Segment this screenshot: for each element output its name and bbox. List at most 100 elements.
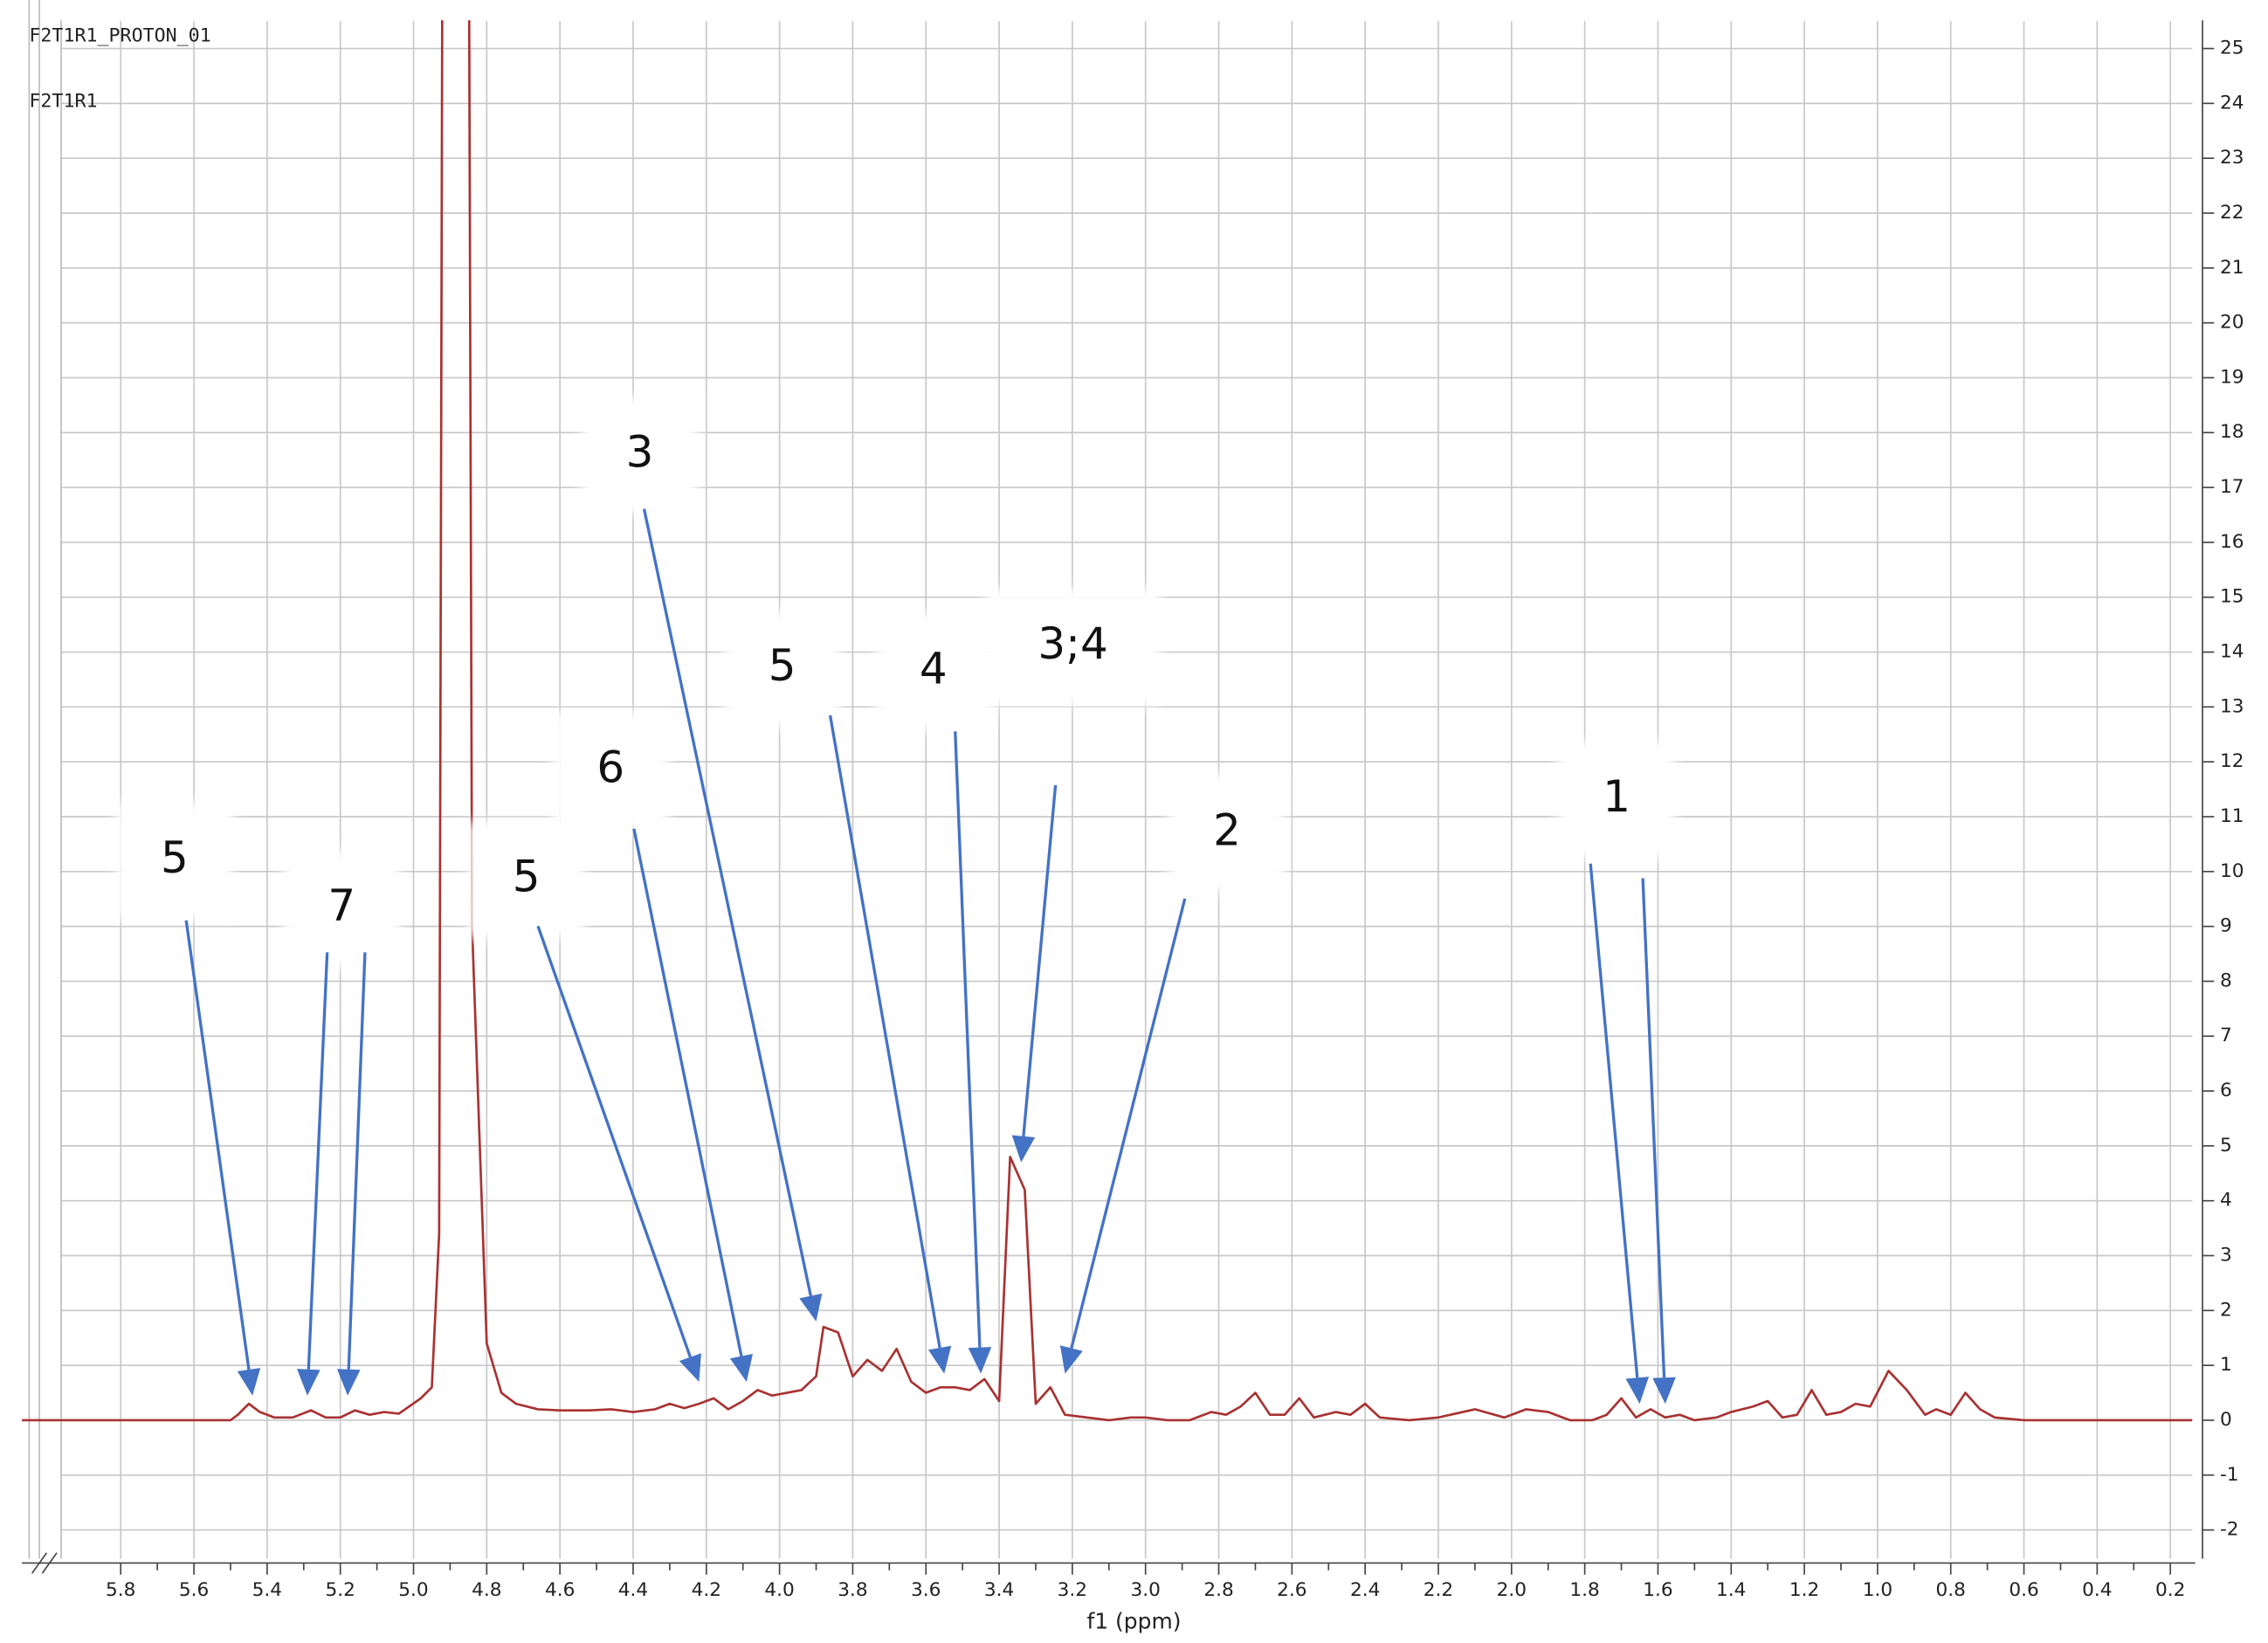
y-tick-label: 4 bbox=[2220, 1190, 2232, 1212]
arrow-shaft bbox=[828, 714, 941, 1349]
arrow-head bbox=[968, 1347, 992, 1374]
annotation-label: 5 bbox=[769, 640, 796, 691]
y-tick-label: 13 bbox=[2220, 695, 2244, 717]
arrow-head bbox=[237, 1368, 261, 1396]
x-tick-label: 4.4 bbox=[618, 1579, 648, 1601]
y-tick-label: 8 bbox=[2220, 970, 2232, 991]
annotation-label: 3;4 bbox=[1037, 618, 1107, 669]
label-box bbox=[1168, 775, 1286, 892]
x-tick-label: 1.0 bbox=[1863, 1579, 1892, 1601]
x-tick-label: 1.8 bbox=[1569, 1579, 1599, 1601]
arrow-shaft bbox=[1589, 863, 1639, 1378]
annotation-layer: 5 7 5 6 3 5 4 3;4 2 1 bbox=[116, 397, 1676, 1405]
y-tick-label: 17 bbox=[2220, 476, 2244, 498]
axis-break bbox=[31, 1552, 48, 1574]
x-tick-label: 0.4 bbox=[2082, 1579, 2112, 1601]
y-tick-label: 25 bbox=[2220, 38, 2244, 59]
y-tick-label: 11 bbox=[2220, 805, 2244, 827]
y-tick-label: 23 bbox=[2220, 147, 2244, 169]
label-box bbox=[1558, 741, 1675, 859]
y-tick-label: 5 bbox=[2220, 1135, 2232, 1156]
y-tick-label: 0 bbox=[2220, 1409, 2232, 1431]
arrow-head bbox=[1059, 1345, 1083, 1374]
x-tick-label: 4.0 bbox=[764, 1579, 794, 1601]
x-tick-label: 3.8 bbox=[838, 1579, 867, 1601]
label-box bbox=[985, 589, 1161, 706]
label-box bbox=[468, 821, 585, 938]
label-box bbox=[283, 850, 400, 967]
arrow-shaft bbox=[1070, 898, 1187, 1349]
x-tick-label: 4.2 bbox=[692, 1579, 721, 1601]
y-tick-label: 9 bbox=[2220, 915, 2232, 937]
arrow-head bbox=[679, 1353, 701, 1382]
y-tick-label: 2 bbox=[2220, 1299, 2232, 1321]
arrow-shaft bbox=[184, 920, 251, 1370]
x-axis-label: f1 (ppm) bbox=[1086, 1609, 1181, 1634]
x-tick-label: 5.4 bbox=[252, 1579, 282, 1601]
arrow-shaft bbox=[642, 508, 812, 1296]
header-title: F2T1R1_PROTON_01 bbox=[29, 25, 210, 47]
y-tick-label: 19 bbox=[2220, 366, 2244, 388]
arrow-head bbox=[927, 1345, 952, 1374]
arrow-head bbox=[1625, 1377, 1650, 1405]
y-tick-label: 15 bbox=[2220, 586, 2244, 608]
x-tick-label: 3.6 bbox=[911, 1579, 941, 1601]
header-subtitle: F2T1R1 bbox=[29, 91, 97, 113]
labels: 5 7 5 6 3 5 4 3;4 2 1 bbox=[161, 427, 1630, 931]
y-tick-label: 22 bbox=[2220, 202, 2244, 224]
x-tick-label: 3.4 bbox=[984, 1579, 1014, 1601]
annotation-label: 3 bbox=[626, 427, 654, 478]
x-tick-label: 5.0 bbox=[398, 1579, 428, 1601]
x-tick-label: 1.4 bbox=[1716, 1579, 1746, 1601]
arrow-head bbox=[729, 1353, 753, 1382]
x-tick-label: 2.8 bbox=[1203, 1579, 1233, 1601]
annotation-label: 6 bbox=[596, 742, 624, 793]
x-tick-label: 4.6 bbox=[545, 1579, 575, 1601]
axis-break bbox=[41, 1552, 58, 1574]
arrow-shaft bbox=[1641, 878, 1666, 1378]
grid bbox=[61, 21, 2193, 1559]
y-tick-label: 24 bbox=[2220, 92, 2244, 114]
arrow-shaft bbox=[632, 828, 743, 1357]
arrow-shaft bbox=[536, 925, 692, 1358]
y-tick-label: 10 bbox=[2220, 860, 2244, 882]
y-tick-label: -1 bbox=[2220, 1464, 2239, 1486]
y-tick-label: 21 bbox=[2220, 257, 2244, 279]
x-tick-label: 5.2 bbox=[325, 1579, 355, 1601]
x-tick-label: 5.8 bbox=[106, 1579, 135, 1601]
x-tick-label: 1.6 bbox=[1643, 1579, 1672, 1601]
arrow-head bbox=[799, 1293, 823, 1322]
y-tick-label: 3 bbox=[2220, 1245, 2232, 1267]
x-tick-label: 4.8 bbox=[472, 1579, 501, 1601]
x-tick-label: 0.2 bbox=[2155, 1579, 2185, 1601]
annotation-label: 7 bbox=[327, 880, 355, 931]
arrows bbox=[184, 508, 1676, 1405]
y-tick-label: 18 bbox=[2220, 421, 2244, 443]
y-tick-label: 16 bbox=[2220, 531, 2244, 553]
curve-layer bbox=[22, 20, 2193, 1422]
y-tick-label: -2 bbox=[2220, 1519, 2239, 1541]
x-tick-label: 2.6 bbox=[1277, 1579, 1306, 1601]
y-tick-label: 20 bbox=[2220, 312, 2244, 334]
y-tick-label: 6 bbox=[2220, 1080, 2232, 1101]
label-box bbox=[116, 802, 233, 920]
spectrum-line bbox=[22, 20, 2193, 1422]
arrow-head bbox=[1011, 1135, 1036, 1163]
annotation-label: 2 bbox=[1213, 804, 1241, 855]
x-tick-label: 0.8 bbox=[1936, 1579, 1966, 1601]
axes bbox=[22, 20, 2215, 1575]
x-tick-label: 2.4 bbox=[1350, 1579, 1380, 1601]
y-tick-label: 14 bbox=[2220, 641, 2244, 663]
x-tick-label: 2.2 bbox=[1424, 1579, 1453, 1601]
x-tick-label: 5.6 bbox=[179, 1579, 209, 1601]
annotation-label: 1 bbox=[1603, 771, 1630, 822]
label-box bbox=[724, 611, 841, 728]
x-tick-label: 0.6 bbox=[2009, 1579, 2038, 1601]
arrow-shaft bbox=[307, 952, 329, 1370]
arrow-shaft bbox=[1022, 784, 1058, 1137]
label-backgrounds bbox=[116, 397, 1675, 967]
y-tick-label: 7 bbox=[2220, 1025, 2232, 1046]
x-tick-label: 2.0 bbox=[1497, 1579, 1527, 1601]
